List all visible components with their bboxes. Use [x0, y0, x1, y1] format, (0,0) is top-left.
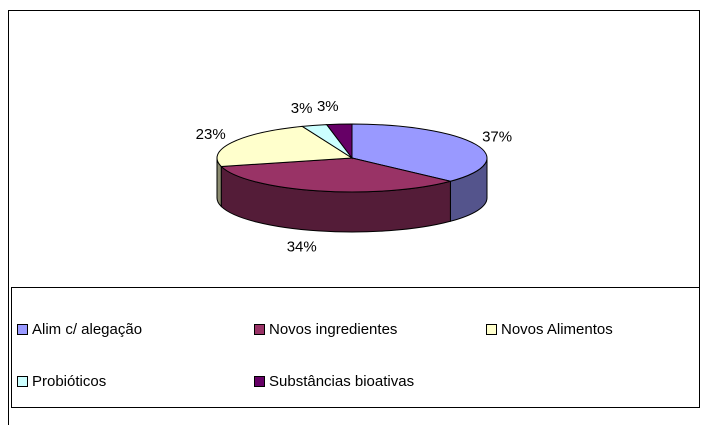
legend-label: Novos ingredientes	[269, 321, 397, 338]
legend-label: Novos Alimentos	[501, 321, 613, 338]
legend-label: Substâncias bioativas	[269, 373, 414, 390]
legend-label: Probióticos	[32, 373, 106, 390]
data-label: 37%	[482, 129, 512, 146]
legend-swatch	[254, 376, 265, 387]
legend-swatch	[17, 376, 28, 387]
pie-slice	[325, 123, 353, 160]
legend-swatch	[17, 324, 28, 335]
pie-slice	[220, 157, 451, 193]
legend-label: Alim c/ alegação	[32, 321, 142, 338]
data-label: 34%	[287, 238, 317, 255]
legend-box	[11, 287, 700, 408]
chart-frame	[8, 10, 700, 425]
legend-swatch	[486, 324, 497, 335]
data-label: 3%	[317, 98, 339, 115]
data-label: 3%	[291, 100, 313, 117]
pie-slice	[351, 123, 488, 182]
legend-swatch	[254, 324, 265, 335]
pie-slice	[216, 125, 354, 167]
data-label: 23%	[196, 126, 226, 143]
